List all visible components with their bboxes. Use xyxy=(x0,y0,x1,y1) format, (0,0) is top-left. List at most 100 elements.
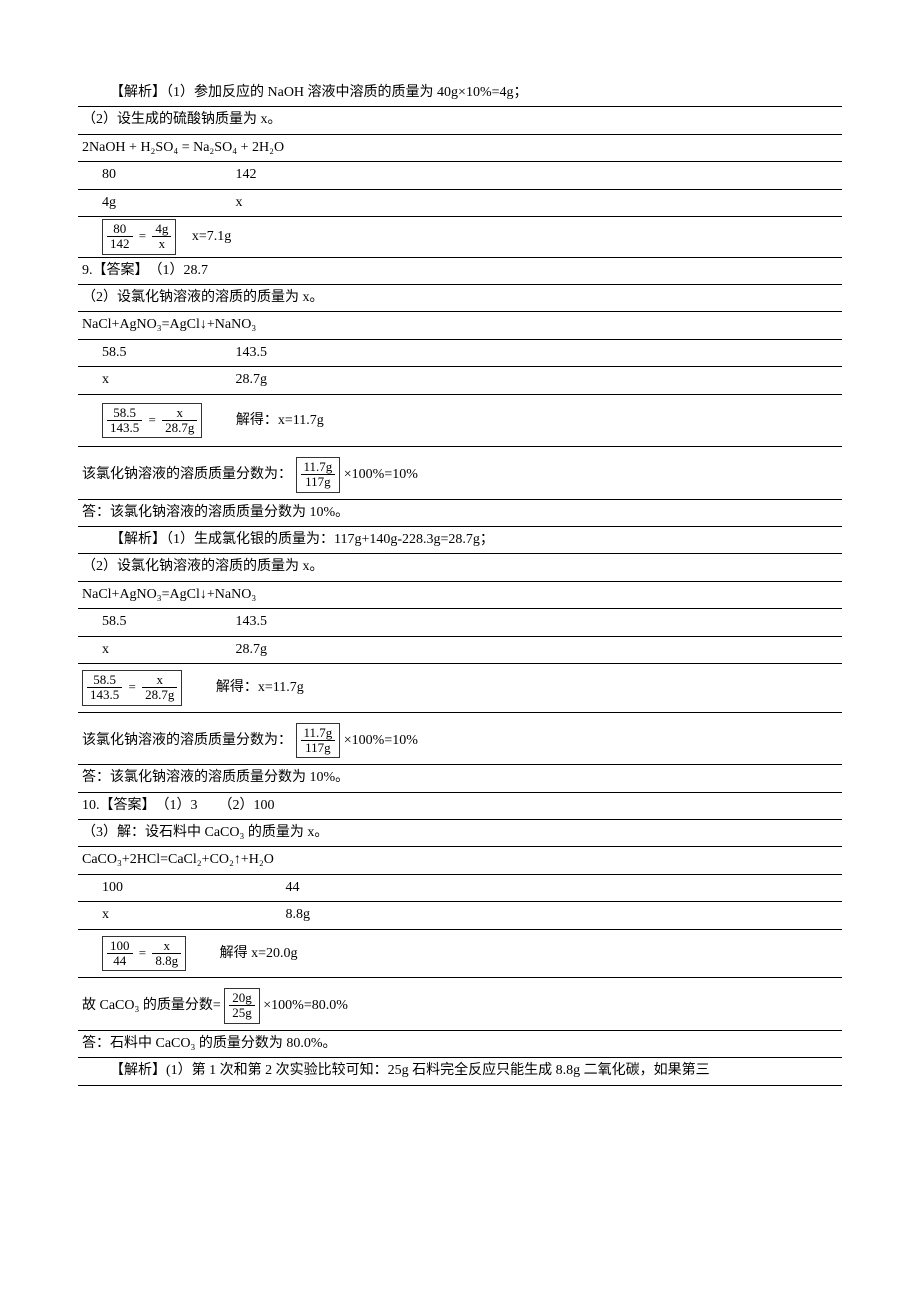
fraction-left: 58.5 143.5 xyxy=(87,673,122,703)
den: 44 xyxy=(107,954,133,968)
num: 20g xyxy=(229,991,255,1006)
stoich-row-5: 58.5 143.5 xyxy=(78,608,842,635)
den: 142 xyxy=(107,237,133,251)
fraction-box: 100 44 = x 8.8g xyxy=(102,936,186,972)
ans3: 答：石料中 CaCO₃ 的质量分数为 80.0%。 xyxy=(78,1030,842,1057)
num: 58.5 xyxy=(107,406,142,421)
fraction-box: 80 142 = 4g x xyxy=(102,219,176,255)
solve-text: 解得：x=11.7g xyxy=(236,413,324,428)
document-page: 【解析】（1）参加反应的 NaOH 溶液中溶质的质量为 40g×10%=4g； … xyxy=(0,0,920,1126)
num: 4g xyxy=(152,222,171,237)
frac-row-4: 58.5 143.5 = x 28.7g 解得：x=11.7g xyxy=(78,663,842,712)
mass-right: 143.5 xyxy=(236,342,326,364)
frac-row-1: 80 142 = 4g x x=7.1g xyxy=(78,216,842,257)
equation: NaCl+AgNO₃=AgCl↓+NaNO₃ xyxy=(82,587,256,602)
num: 58.5 xyxy=(87,673,122,688)
num: 100 xyxy=(107,939,133,954)
equation: NaCl+AgNO₃=AgCl↓+NaNO₃ xyxy=(82,317,256,332)
fraction-right: x 8.8g xyxy=(152,939,181,969)
equals-sign: = xyxy=(146,412,159,427)
ans2: 答：该氯化钠溶液的溶质质量分数为 10%。 xyxy=(78,764,842,791)
label: 故 CaCO₃ 的质量分数= xyxy=(82,998,221,1013)
fraction: 20g 25g xyxy=(229,991,255,1021)
line-jx1: 【解析】（1）参加反应的 NaOH 溶液中溶质的质量为 40g×10%=4g； xyxy=(78,80,842,106)
stoich-row-2: 4g x xyxy=(78,189,842,216)
text: 9.【答案】 （1）28.7 xyxy=(82,263,208,278)
mass-frac-3: 故 CaCO₃ 的质量分数= 20g 25g ×100%=80.0% xyxy=(78,977,842,1030)
den: 143.5 xyxy=(87,688,122,702)
fraction-left: 100 44 xyxy=(107,939,133,969)
num: 11.7g xyxy=(301,726,336,741)
line-eq1: 2NaOH + H₂SO₄ = Na₂SO₄ + 2H₂O xyxy=(78,134,842,161)
fraction-box: 58.5 143.5 = x 28.7g xyxy=(102,403,202,439)
mass-right: 8.8g xyxy=(286,904,376,926)
text: （2）设氯化钠溶液的溶质的质量为 x。 xyxy=(82,290,324,305)
q10: 10.【答案】 （1）3 （2）100 xyxy=(78,792,842,819)
equation: 2NaOH + H₂SO₄ = Na₂SO₄ + 2H₂O xyxy=(82,140,284,155)
mass-left: 4g xyxy=(102,192,232,214)
den: 117g xyxy=(301,475,336,489)
mass-left: 100 xyxy=(102,877,282,899)
stoich-row-1: 80 142 xyxy=(78,161,842,188)
mass-right: 143.5 xyxy=(236,611,326,633)
mass-left: x xyxy=(102,639,232,661)
text: （2）设氯化钠溶液的溶质的质量为 x。 xyxy=(82,559,324,574)
den: 25g xyxy=(229,1006,255,1020)
fraction-box: 20g 25g xyxy=(224,988,260,1024)
num: x xyxy=(162,406,197,421)
mass-right: 44 xyxy=(286,877,376,899)
mass-right: 28.7g xyxy=(236,639,326,661)
text: 答：该氯化钠溶液的溶质质量分数为 10%。 xyxy=(82,770,349,785)
text: 【解析】（1）参加反应的 NaOH 溶液中溶质的质量为 40g×10%=4g； xyxy=(82,82,528,104)
mass-left: x xyxy=(102,369,232,391)
line-q9: 9.【答案】 （1）28.7 xyxy=(78,257,842,284)
equation: CaCO₃+2HCl=CaCl₂+CO₂↑+H₂O xyxy=(82,852,274,867)
fraction-right: x 28.7g xyxy=(142,673,177,703)
text: （3）解：设石料中 CaCO₃ 的质量为 x。 xyxy=(82,825,328,840)
stoich-row-3: 58.5 143.5 xyxy=(78,339,842,366)
label: 该氯化钠溶液的溶质质量分数为： xyxy=(82,467,292,482)
equals-sign: = xyxy=(136,945,149,960)
mass-left: 58.5 xyxy=(102,342,232,364)
stoich-row-4: x 28.7g xyxy=(78,366,842,393)
text: 10.【答案】 （1）3 （2）100 xyxy=(82,798,275,813)
fraction-left: 80 142 xyxy=(107,222,133,252)
mass-left: x xyxy=(102,904,282,926)
fraction-right: 4g x xyxy=(152,222,171,252)
den: 143.5 xyxy=(107,421,142,435)
solve-text: x=7.1g xyxy=(192,229,231,244)
text: （2）设生成的硫酸钠质量为 x。 xyxy=(82,112,282,127)
line-r4: （2）设氯化钠溶液的溶质的质量为 x。 xyxy=(78,553,842,580)
tail: ×100%=10% xyxy=(344,467,418,482)
ans1: 答：该氯化钠溶液的溶质质量分数为 10%。 xyxy=(78,499,842,526)
solve-text: 解得：x=11.7g xyxy=(216,680,304,695)
equals-sign: = xyxy=(126,679,139,694)
fraction: 11.7g 117g xyxy=(301,726,336,756)
line-eq2: NaCl+AgNO₃=AgCl↓+NaNO₃ xyxy=(78,311,842,338)
line-eq4: CaCO₃+2HCl=CaCl₂+CO₂↑+H₂O xyxy=(78,846,842,873)
frac-row-6: 100 44 = x 8.8g 解得 x=20.0g xyxy=(78,929,842,978)
line-q2: （2）设生成的硫酸钠质量为 x。 xyxy=(78,106,842,133)
line-r3: （2）设氯化钠溶液的溶质的质量为 x。 xyxy=(78,284,842,311)
frac-row-2: 58.5 143.5 = x 28.7g 解得：x=11.7g xyxy=(78,394,842,447)
label: 该氯化钠溶液的溶质质量分数为： xyxy=(82,733,292,748)
jx2: 【解析】（1）生成氯化银的质量为：117g+140g-228.3g=28.7g； xyxy=(78,526,842,553)
stoich-row-8: x 8.8g xyxy=(78,901,842,928)
stoich-row-7: 100 44 xyxy=(78,874,842,901)
fraction-right: x 28.7g xyxy=(162,406,197,436)
fraction-box: 58.5 143.5 = x 28.7g xyxy=(82,670,182,706)
mass-frac-2: 该氯化钠溶液的溶质质量分数为： 11.7g 117g ×100%=10% xyxy=(78,712,842,765)
den: 28.7g xyxy=(142,688,177,702)
num: 11.7g xyxy=(301,460,336,475)
num: x xyxy=(142,673,177,688)
den: x xyxy=(152,237,171,251)
mass-right: 142 xyxy=(236,164,326,186)
fraction-left: 58.5 143.5 xyxy=(107,406,142,436)
tail: ×100%=10% xyxy=(344,733,418,748)
line-eq3: NaCl+AgNO₃=AgCl↓+NaNO₃ xyxy=(78,581,842,608)
mass-left: 80 xyxy=(102,164,232,186)
fraction: 11.7g 117g xyxy=(301,460,336,490)
den: 8.8g xyxy=(152,954,181,968)
stoich-row-6: x 28.7g xyxy=(78,636,842,663)
num: 80 xyxy=(107,222,133,237)
